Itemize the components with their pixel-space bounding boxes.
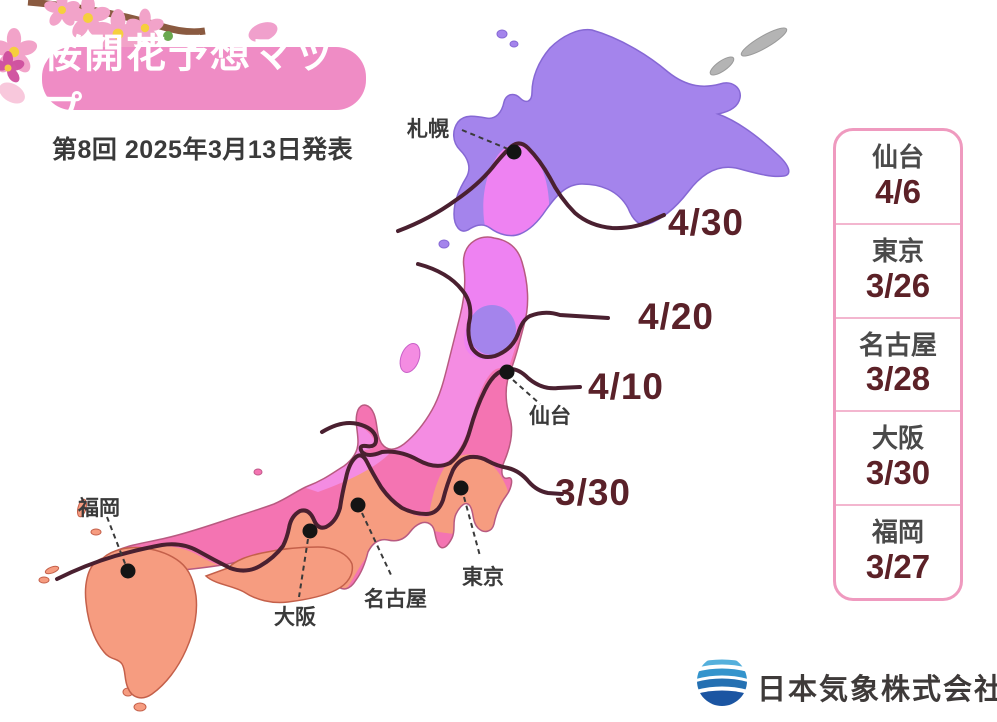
forecast-row-tokyo: 東京 3/26 <box>836 225 960 319</box>
contour-label-0330: 3/30 <box>555 472 632 513</box>
zone-early-kanto <box>428 454 510 535</box>
forecast-date-panel: 仙台 4/6 東京 3/26 名古屋 3/28 大阪 3/30 福岡 3/27 <box>833 128 963 601</box>
contour-label-0430: 4/30 <box>668 202 745 243</box>
contour-0330 <box>55 453 564 581</box>
dot-osaka <box>302 523 318 539</box>
dot-tokyo <box>453 480 469 496</box>
forecast-city: 福岡 <box>871 517 924 548</box>
contour-label-0410: 4/10 <box>588 366 665 407</box>
company-name: 日本気象株式会社 <box>757 674 997 706</box>
forecast-date: 3/30 <box>865 454 931 492</box>
city-label-tokyo: 東京 <box>462 566 504 589</box>
forecast-city: 仙台 <box>871 141 924 172</box>
forecast-row-fukuoka: 福岡 3/27 <box>836 506 960 598</box>
leader-osaka <box>298 538 309 598</box>
weather-company-logo-icon <box>697 656 747 706</box>
forecast-date: 3/26 <box>865 266 931 304</box>
zone-mountain-pocket <box>468 305 516 355</box>
release-info: 第8回 2025年3月13日発表 <box>52 136 354 164</box>
forecast-city: 名古屋 <box>858 329 937 360</box>
city-label-sapporo: 札幌 <box>407 118 449 141</box>
page-title: 桜開花予想マップ <box>42 31 336 134</box>
leader-nagoya <box>361 512 393 578</box>
contour-lines <box>55 141 666 581</box>
forecast-date: 3/27 <box>865 548 931 586</box>
city-markers <box>106 129 541 598</box>
forecast-date: 3/28 <box>865 360 931 398</box>
forecast-city: 東京 <box>871 235 924 266</box>
petal <box>0 82 25 104</box>
shikoku-island <box>204 546 354 604</box>
city-label-nagoya: 名古屋 <box>364 588 427 611</box>
city-label-osaka: 大阪 <box>274 606 316 629</box>
page-title-badge: 桜開花予想マップ <box>42 32 366 134</box>
dot-fukuoka <box>120 563 136 579</box>
city-label-fukuoka: 福岡 <box>78 497 120 520</box>
leader-tokyo <box>463 496 481 557</box>
forecast-city: 大阪 <box>871 423 924 454</box>
forecast-row-sendai: 仙台 4/6 <box>836 131 960 225</box>
kyushu-island <box>84 546 198 699</box>
dot-sapporo <box>506 144 522 160</box>
contour-0430 <box>396 141 666 233</box>
forecast-row-osaka: 大阪 3/30 <box>836 412 960 507</box>
sakura-branch-decoration <box>0 0 278 104</box>
leaf-bud <box>163 31 173 41</box>
dot-sendai <box>499 364 515 380</box>
dot-nagoya <box>350 497 366 513</box>
forecast-date: 4/6 <box>875 172 921 210</box>
petal <box>248 22 278 42</box>
contour-label-0420: 4/20 <box>638 296 715 337</box>
city-label-sendai: 仙台 <box>529 405 571 428</box>
zone-sapporo-pocket <box>483 144 550 236</box>
contour-0420 <box>416 262 610 359</box>
forecast-row-nagoya: 名古屋 3/28 <box>836 319 960 413</box>
leader-sendai <box>512 379 541 405</box>
